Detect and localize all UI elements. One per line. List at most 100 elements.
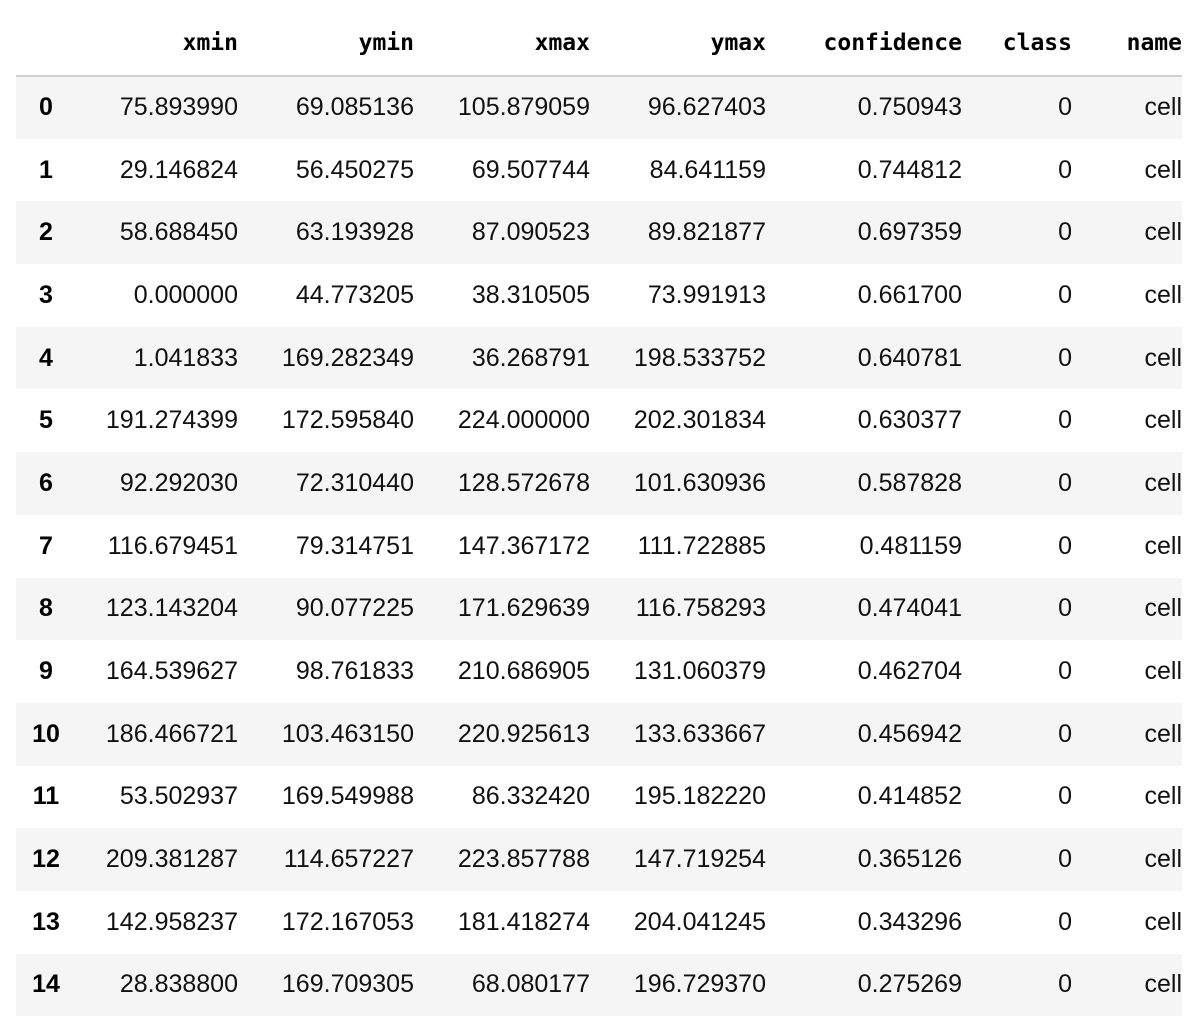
cell-xmax: 147.367172 [457, 531, 590, 560]
cell-class: 0 [1058, 343, 1072, 372]
cell-ymin: 44.773205 [295, 280, 414, 309]
cell-ymin: 103.463150 [281, 719, 414, 748]
index-header [16, 10, 76, 77]
cell-ymin: 169.282349 [281, 343, 414, 372]
cell-ymin: 169.709305 [281, 970, 414, 999]
cell-confidence: 0.587828 [857, 468, 962, 497]
table-row: 14 28.838800 169.709305 68.080177 196.729370… [16, 953, 1182, 1017]
cell-confidence: 0.640781 [857, 343, 962, 372]
cell-name: cell [1144, 343, 1182, 372]
cell-name: cell [1144, 155, 1182, 184]
cell-ymin: 56.450275 [295, 155, 414, 184]
cell-ymax: 84.641159 [649, 155, 766, 184]
cell-ymax: 111.722885 [637, 531, 766, 560]
cell-confidence: 0.343296 [857, 907, 962, 936]
cell-class: 0 [1058, 657, 1072, 686]
cell-confidence: 0.414852 [857, 782, 962, 811]
cell-xmin: 123.143204 [105, 594, 238, 623]
cell-xmax: 86.332420 [471, 782, 590, 811]
cell-xmin: 186.466721 [105, 719, 238, 748]
cell-class: 0 [1058, 970, 1072, 999]
column-header-class: class [976, 10, 1086, 77]
row-index: 4 [39, 343, 53, 372]
cell-ymin: 114.657227 [283, 845, 414, 874]
cell-class: 0 [1058, 845, 1072, 874]
cell-xmin: 142.958237 [105, 907, 238, 936]
column-header-confidence: confidence [780, 10, 976, 77]
cell-class: 0 [1058, 280, 1072, 309]
cell-ymax: 101.630936 [633, 468, 766, 497]
cell-xmax: 87.090523 [471, 218, 590, 247]
cell-ymax: 96.627403 [647, 93, 766, 122]
cell-xmax: 38.310505 [471, 280, 590, 309]
table-row: 8 123.143204 90.077225 171.629639 116.758293… [16, 577, 1182, 641]
cell-xmax: 181.418274 [457, 907, 590, 936]
cell-ymax: 131.060379 [633, 657, 766, 686]
cell-name: cell [1144, 970, 1182, 999]
cell-class: 0 [1058, 406, 1072, 435]
table-row: 0 75.893990 69.085136 105.879059 96.627403 0.… [16, 76, 1182, 139]
row-index: 10 [32, 719, 60, 748]
table-row: 6 92.292030 72.310440 128.572678 101.630936 0… [16, 452, 1182, 515]
table-row: 3 0.000000 44.773205 38.310505 73.991913 0.66… [16, 264, 1182, 327]
column-header-xmin: xmin [76, 10, 252, 77]
cell-confidence: 0.365126 [857, 845, 962, 874]
cell-confidence: 0.661700 [857, 280, 962, 309]
cell-xmin: 0.000000 [133, 280, 238, 309]
cell-ymax: 195.182220 [633, 782, 766, 811]
cell-xmin: 191.274399 [105, 406, 238, 435]
cell-class: 0 [1058, 719, 1072, 748]
cell-name: cell [1144, 719, 1182, 748]
cell-xmin: 116.679451 [107, 531, 238, 560]
cell-class: 0 [1058, 93, 1072, 122]
column-header-name: name [1086, 10, 1182, 77]
cell-ymax: 116.758293 [635, 594, 766, 623]
table-row: 5 191.274399 172.595840 224.000000 202.30183… [16, 389, 1182, 452]
row-index: 13 [32, 907, 60, 936]
cell-confidence: 0.456942 [857, 719, 962, 748]
cell-ymax: 133.633667 [633, 719, 766, 748]
cell-ymax: 196.729370 [633, 970, 766, 999]
table-header: xmin ymin xmax ymax confidence class nam… [16, 10, 1182, 77]
cell-xmin: 209.381287 [105, 845, 238, 874]
cell-ymin: 72.310440 [295, 468, 414, 497]
cell-xmax: 128.572678 [457, 468, 590, 497]
row-index: 3 [39, 280, 53, 309]
cell-xmax: 220.925613 [457, 719, 590, 748]
cell-xmin: 164.539627 [105, 657, 238, 686]
row-index: 9 [39, 657, 53, 686]
cell-xmin: 29.146824 [119, 155, 238, 184]
cell-xmax: 36.268791 [471, 343, 590, 372]
table-row: 1 29.146824 56.450275 69.507744 84.641159 0.7… [16, 139, 1182, 202]
cell-class: 0 [1058, 468, 1072, 497]
cell-class: 0 [1058, 531, 1072, 560]
row-index: 6 [39, 468, 53, 497]
cell-confidence: 0.630377 [857, 406, 962, 435]
cell-xmin: 75.893990 [119, 93, 238, 122]
cell-xmax: 105.879059 [457, 93, 590, 122]
cell-xmax: 171.629639 [457, 594, 590, 623]
table-row: 10 186.466721 103.463150 220.925613 133.6336… [16, 702, 1182, 766]
cell-name: cell [1144, 468, 1182, 497]
cell-ymin: 172.167053 [281, 907, 414, 936]
cell-ymin: 172.595840 [281, 406, 414, 435]
table-row: 9 164.539627 98.761833 210.686905 131.060379… [16, 640, 1182, 703]
cell-name: cell [1144, 657, 1182, 686]
cell-xmin: 28.838800 [119, 970, 238, 999]
cell-ymin: 98.761833 [295, 657, 414, 686]
cell-class: 0 [1058, 155, 1072, 184]
column-header-ymax: ymax [604, 10, 780, 77]
cell-ymin: 79.314751 [295, 531, 414, 560]
cell-name: cell [1144, 907, 1182, 936]
cell-xmin: 92.292030 [119, 468, 238, 497]
cell-xmax: 69.507744 [471, 155, 590, 184]
cell-confidence: 0.481159 [859, 531, 962, 560]
row-index: 8 [39, 594, 53, 623]
cell-confidence: 0.474041 [857, 594, 962, 623]
cell-class: 0 [1058, 594, 1072, 623]
table-row: 2 58.688450 63.193928 87.090523 89.821877 0.6… [16, 201, 1182, 265]
cell-confidence: 0.275269 [857, 970, 962, 999]
cell-ymax: 89.821877 [647, 218, 766, 247]
cell-xmax: 223.857788 [457, 845, 590, 874]
cell-name: cell [1144, 531, 1182, 560]
